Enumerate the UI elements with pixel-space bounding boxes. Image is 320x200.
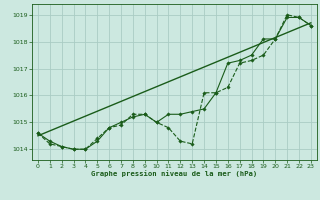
X-axis label: Graphe pression niveau de la mer (hPa): Graphe pression niveau de la mer (hPa)	[91, 171, 258, 177]
